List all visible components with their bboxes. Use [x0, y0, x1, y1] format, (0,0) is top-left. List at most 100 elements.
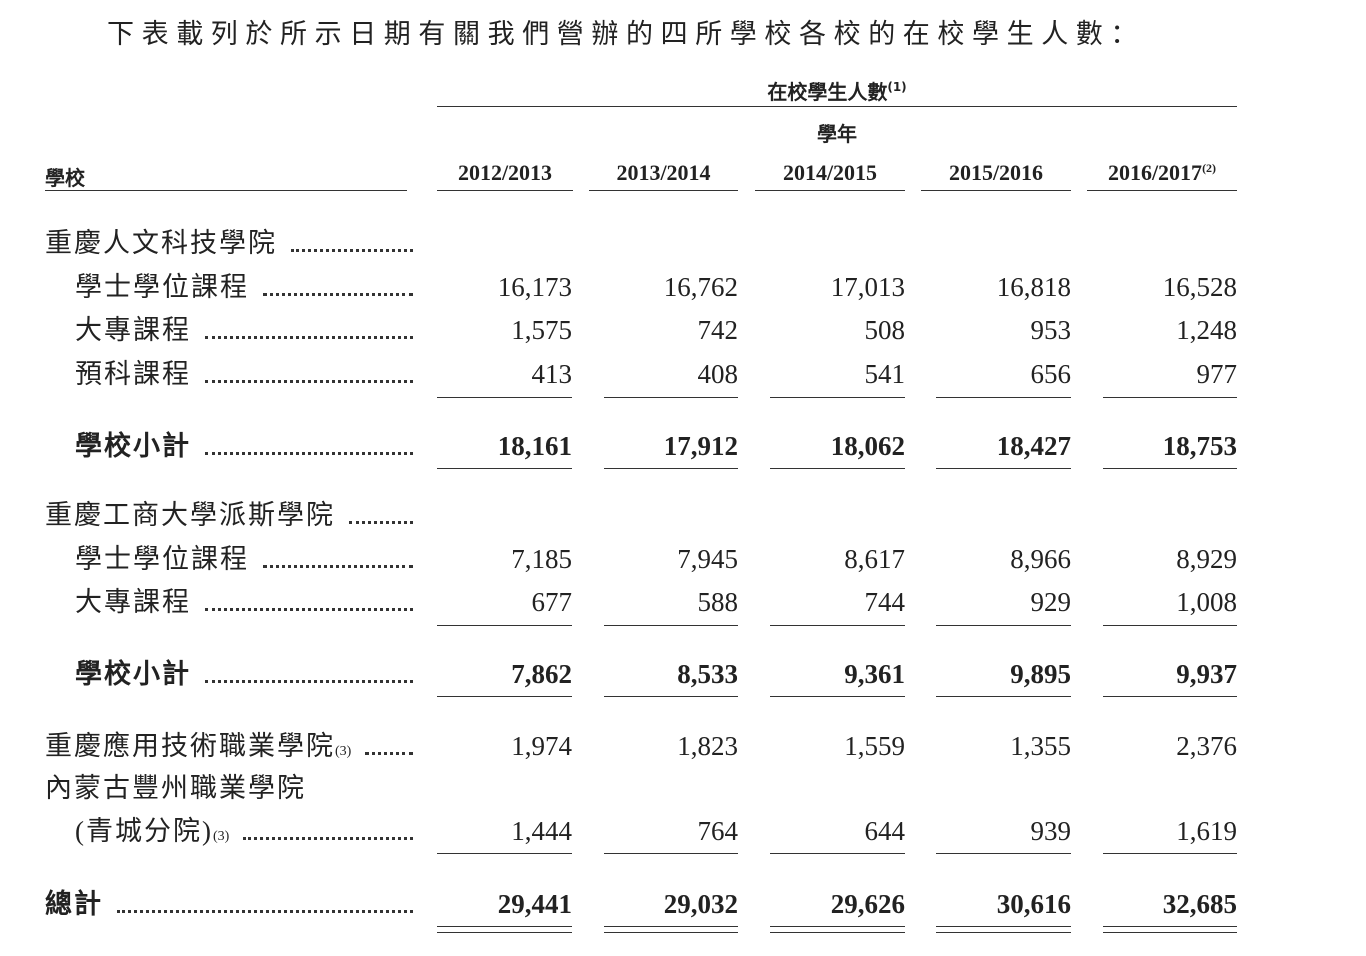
rule — [437, 696, 572, 697]
row-label: 總計 — [45, 886, 413, 922]
cell-value: 644 — [864, 816, 906, 846]
rule — [1103, 696, 1237, 697]
rule — [604, 926, 738, 927]
label-text: 大專課程 — [75, 315, 191, 345]
table-row: 內蒙古豐州職業學院 — [0, 770, 1366, 806]
cell-value: 744 — [864, 587, 906, 617]
cell-value: 18,427 — [996, 430, 1071, 461]
cell-value: 1,248 — [1176, 315, 1237, 345]
rule — [604, 396, 738, 398]
cell-value: 17,013 — [830, 271, 905, 302]
label-text: 內蒙古豐州職業學院 — [45, 773, 306, 803]
cell-value: 953 — [1030, 315, 1072, 345]
cell-value: 541 — [864, 358, 906, 389]
rule — [770, 396, 905, 398]
label-text: 學士學位課程 — [75, 271, 249, 302]
leader-dots — [205, 680, 413, 683]
group-header: 在校學生人數(1) — [637, 76, 1037, 105]
rule — [604, 625, 738, 626]
cell-value: 32,685 — [1162, 889, 1237, 919]
cell-value: 16,818 — [996, 271, 1071, 302]
row-label: 大專課程 — [75, 312, 413, 348]
rule — [936, 853, 1071, 854]
row-label: 學士學位課程 — [75, 269, 413, 305]
intro: 下表載列於所示日期有關我們營辦的四所學校各校的在校學生人數： — [107, 19, 1145, 49]
rule — [770, 625, 905, 626]
rule — [604, 853, 738, 854]
row-label: (青城分院) (3) — [75, 813, 413, 855]
table-row: 學士學位課程 7,185 7,945 8,617 8,966 8,929 — [0, 541, 1366, 577]
label-text: 重慶工商大學派斯學院 — [45, 500, 335, 530]
rule — [45, 190, 407, 191]
label-text: 預科課程 — [75, 358, 191, 389]
rule — [1103, 467, 1237, 469]
row-label: 重慶應用技術職業學院 (3) — [45, 728, 413, 770]
cell-value: 17,912 — [663, 430, 738, 461]
rule — [1103, 853, 1237, 854]
rule — [936, 396, 1071, 398]
table-row: 大專課程 1,575 742 508 953 1,248 — [0, 312, 1366, 348]
rule — [437, 106, 1237, 107]
table-row: 重慶工商大學派斯學院 — [0, 497, 1366, 533]
table-row: 重慶人文科技學院 — [0, 225, 1366, 261]
cell-value: 939 — [1030, 816, 1072, 846]
table-row: 預科課程 413 408 541 656 977 — [0, 356, 1366, 392]
cell-value: 7,185 — [511, 543, 572, 574]
cell-value: 16,762 — [663, 271, 738, 302]
rule — [604, 696, 738, 697]
rule — [437, 853, 572, 854]
rule — [437, 932, 572, 933]
rule — [437, 190, 573, 191]
leader-dots — [349, 521, 413, 524]
cell-value: 9,895 — [1010, 659, 1071, 689]
cell-value: 18,161 — [497, 430, 572, 461]
rule — [437, 396, 572, 398]
year-header: 2014/2015 — [755, 160, 905, 186]
year-header: 2013/2014 — [589, 160, 738, 186]
leader-dots — [263, 564, 413, 568]
cell-value: 8,966 — [1010, 543, 1071, 574]
leader-dots — [117, 910, 413, 913]
cell-value: 656 — [1030, 358, 1072, 389]
rule — [936, 932, 1071, 933]
cell-value: 9,937 — [1176, 659, 1237, 689]
label-text: (青城分院) — [75, 816, 213, 846]
footnote-marker: (1) — [887, 80, 907, 94]
rule — [936, 467, 1071, 469]
rule — [770, 932, 905, 933]
cell-value: 29,032 — [663, 889, 738, 919]
cell-value: 413 — [531, 358, 573, 389]
rule — [936, 625, 1071, 626]
cell-value: 508 — [864, 315, 906, 345]
rule — [1087, 190, 1237, 191]
label-text: 學校小計 — [75, 430, 191, 461]
table-row: 重慶應用技術職業學院 (3) 1,974 1,823 1,559 1,355 2,376 — [0, 728, 1366, 764]
footnote-marker: (3) — [335, 744, 352, 759]
year-header: 2016/2017(2) — [1087, 160, 1237, 186]
rule — [921, 190, 1071, 191]
cell-value: 408 — [697, 358, 739, 389]
label-text: 大專課程 — [75, 587, 191, 617]
footnote-marker: (3) — [212, 829, 230, 844]
rule — [755, 190, 905, 191]
leader-dots — [365, 752, 413, 755]
year-header: 2012/2013 — [437, 160, 573, 186]
table-row: 學士學位課程 16,173 16,762 17,013 16,818 16,528 — [0, 269, 1366, 305]
label-text: 學士學位課程 — [75, 543, 249, 574]
year-label: 2013/2014 — [616, 160, 711, 185]
rule — [1103, 932, 1237, 933]
rule — [589, 190, 738, 191]
cell-value: 1,974 — [511, 731, 572, 761]
cell-value: 977 — [1196, 358, 1238, 389]
leader-dots — [243, 837, 413, 840]
rule — [1103, 396, 1237, 398]
rule — [770, 696, 905, 697]
rule — [770, 853, 905, 854]
cell-value: 742 — [697, 315, 739, 345]
cell-value: 29,626 — [830, 889, 905, 919]
leader-dots — [205, 451, 413, 455]
row-label: 學士學位課程 — [75, 541, 413, 577]
rule — [936, 696, 1071, 697]
label-text: 總計 — [45, 889, 103, 919]
